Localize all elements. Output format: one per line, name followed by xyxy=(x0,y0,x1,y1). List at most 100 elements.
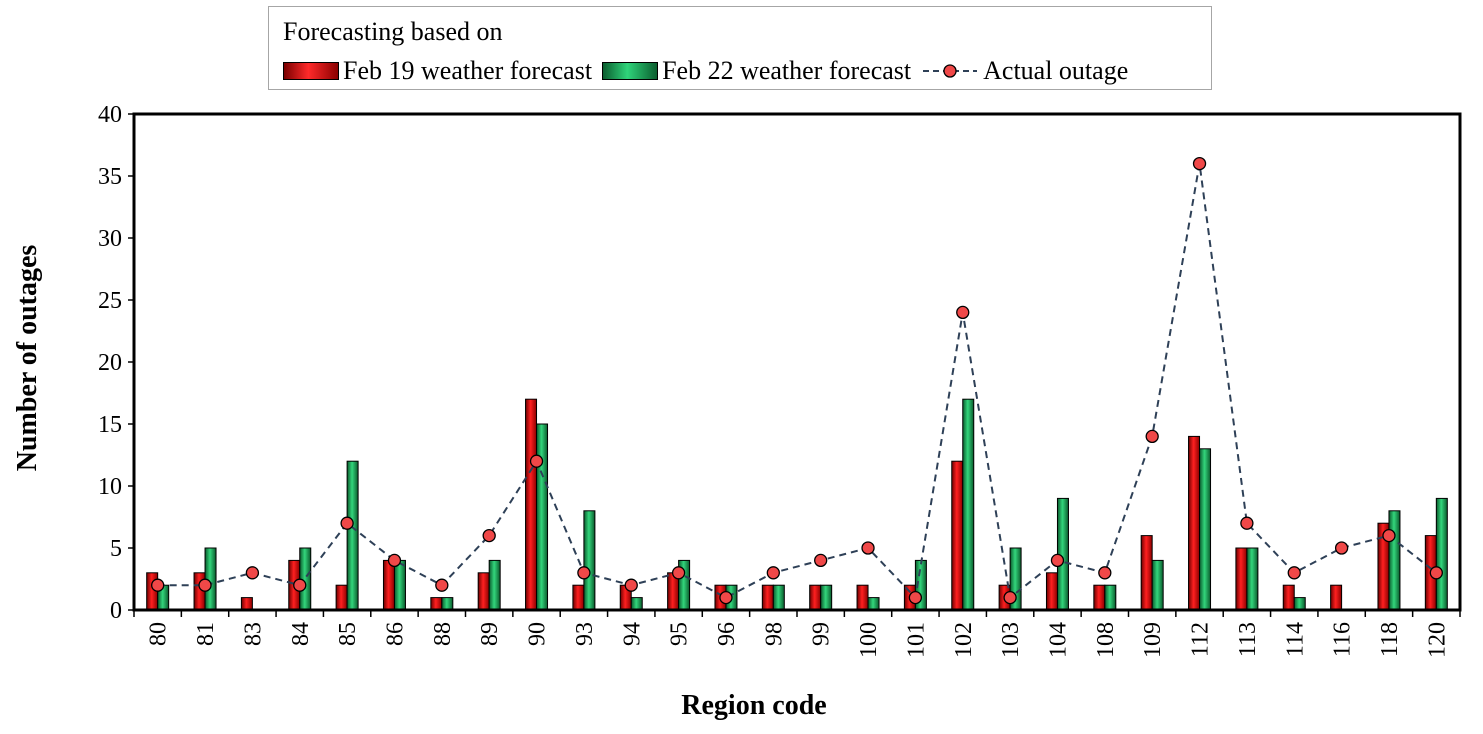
actual-outage-point xyxy=(1429,566,1443,580)
bar-feb19 xyxy=(1330,584,1343,611)
legend-swatch-red-bar xyxy=(283,62,339,80)
x-tick-label: 102 xyxy=(951,622,977,658)
legend-item-feb19: Feb 19 weather forecast xyxy=(283,56,592,86)
x-tick-label: 118 xyxy=(1377,622,1403,657)
bar-feb22 xyxy=(536,423,549,611)
x-tick-label: 120 xyxy=(1424,622,1450,658)
actual-outage-line xyxy=(157,163,1437,600)
bar-feb19 xyxy=(335,584,348,611)
actual-outage-point xyxy=(1382,528,1396,543)
bar-feb22 xyxy=(1435,497,1448,611)
legend-item-feb22: Feb 22 weather forecast xyxy=(602,56,911,86)
x-tick-label: 104 xyxy=(1045,622,1071,658)
bar-feb22 xyxy=(1151,559,1164,611)
actual-outage-point xyxy=(1145,429,1159,444)
bar-feb19 xyxy=(430,597,443,611)
actual-outage-point xyxy=(766,566,780,580)
actual-outage-point xyxy=(1192,156,1207,171)
bar-feb19 xyxy=(1282,584,1295,611)
actual-outage-point xyxy=(956,305,970,320)
bar-feb22 xyxy=(630,597,643,611)
actual-outage-point xyxy=(1240,516,1254,530)
actual-outage-point xyxy=(482,528,496,543)
bar-feb22 xyxy=(1199,448,1212,611)
actual-outage-point xyxy=(1287,566,1301,580)
legend-item-actual: Actual outage xyxy=(921,56,1128,86)
bar-feb22 xyxy=(583,510,596,611)
x-tick-label: 98 xyxy=(761,622,787,646)
bar-feb19 xyxy=(1093,584,1106,611)
actual-outage-point xyxy=(577,566,591,580)
x-tick-label: 113 xyxy=(1235,622,1261,657)
x-tick-label: 93 xyxy=(572,622,598,646)
actual-outage-point xyxy=(1050,553,1065,568)
x-tick-label: 108 xyxy=(1093,622,1119,658)
y-tick-label: 10 xyxy=(98,474,122,500)
bar-feb22 xyxy=(393,559,406,611)
legend: Forecasting based on Feb 19 weather fore… xyxy=(268,6,1212,90)
actual-outage-point xyxy=(814,553,828,568)
actual-outage-point xyxy=(151,578,165,592)
bar-feb19 xyxy=(382,559,395,611)
bar-feb22 xyxy=(820,584,833,611)
bar-feb22 xyxy=(867,597,880,611)
y-tick-label: 35 xyxy=(98,164,122,190)
x-tick-label: 95 xyxy=(667,622,693,646)
bar-feb19 xyxy=(809,584,822,611)
x-axis-label: Region code xyxy=(681,690,826,721)
bar-feb22 xyxy=(772,584,785,611)
x-tick-label: 90 xyxy=(525,622,551,646)
bar-feb19 xyxy=(761,584,774,611)
legend-swatch-dashed-line-marker xyxy=(923,64,978,78)
x-tick-label: 96 xyxy=(714,622,740,646)
actual-outage-point xyxy=(1334,541,1349,555)
x-tick-label: 116 xyxy=(1330,622,1356,657)
bar-feb19 xyxy=(572,584,585,611)
x-tick-label: 85 xyxy=(335,622,361,646)
x-tick-label: 89 xyxy=(477,622,503,646)
y-tick-label: 25 xyxy=(98,288,122,314)
actual-outage-point xyxy=(671,566,686,580)
legend-entries: Feb 19 weather forecast Feb 22 weather f… xyxy=(283,56,1138,86)
bar-feb19 xyxy=(951,460,964,611)
legend-label-actual: Actual outage xyxy=(983,56,1129,85)
bar-feb22 xyxy=(1104,584,1117,611)
actual-outage-point xyxy=(624,578,638,592)
y-tick-label: 5 xyxy=(110,536,122,562)
x-tick-label: 114 xyxy=(1282,622,1308,657)
y-tick-label: 20 xyxy=(98,350,122,376)
bar-feb22 xyxy=(1388,510,1401,611)
bar-feb22 xyxy=(1293,597,1306,611)
actual-outage-point xyxy=(861,541,875,555)
actual-outage-point xyxy=(387,553,402,568)
actual-outage-point xyxy=(529,454,544,468)
bar-feb22 xyxy=(441,597,454,611)
bar-feb22 xyxy=(962,398,975,611)
legend-label-feb22: Feb 22 weather forecast xyxy=(662,56,912,85)
bar-feb22 xyxy=(346,460,359,611)
bar-feb19 xyxy=(525,398,538,611)
plot-frame xyxy=(132,112,1462,612)
bar-feb19 xyxy=(1045,572,1058,611)
bar-feb22 xyxy=(1246,547,1259,611)
x-tick-label: 83 xyxy=(240,622,266,646)
actual-outage-point xyxy=(1098,566,1112,580)
x-tick-label: 84 xyxy=(288,622,314,646)
x-tick-label: 109 xyxy=(1140,622,1166,658)
x-tick-label: 99 xyxy=(809,622,835,646)
actual-outage-point xyxy=(719,590,733,605)
x-tick-label: 112 xyxy=(1188,622,1214,657)
y-tick-label: 30 xyxy=(98,226,122,252)
x-tick-label: 100 xyxy=(856,622,882,658)
x-tick-label: 103 xyxy=(998,622,1024,658)
bar-feb19 xyxy=(856,584,869,611)
x-tick-label: 94 xyxy=(619,622,645,646)
bar-feb19 xyxy=(1188,435,1201,611)
y-tick-label: 40 xyxy=(98,102,122,128)
x-tick-label: 81 xyxy=(193,622,219,646)
actual-outage-point xyxy=(198,578,212,592)
x-tick-label: 86 xyxy=(382,622,408,646)
x-tick-label: 101 xyxy=(903,622,929,658)
y-tick-label: 15 xyxy=(98,412,122,438)
